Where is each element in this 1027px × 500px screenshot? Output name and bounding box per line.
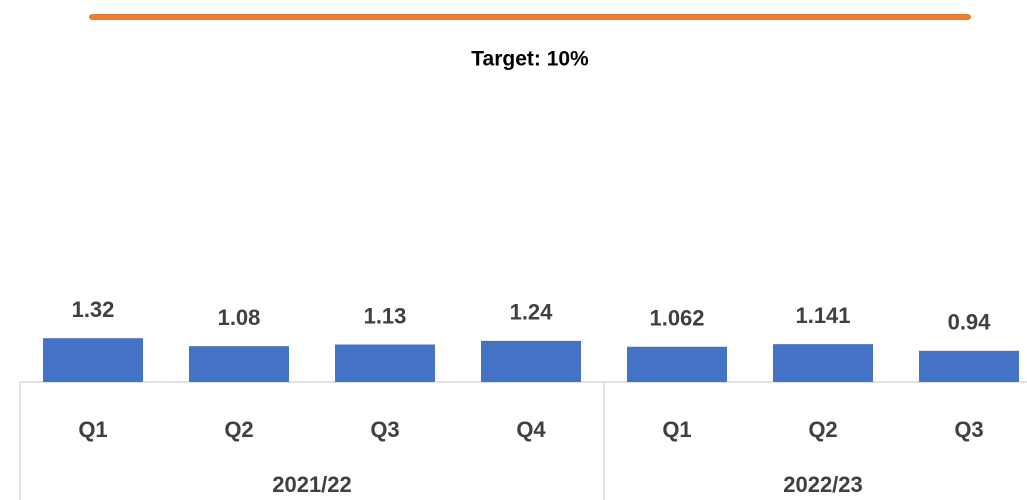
bar [773,344,873,382]
data-label: 1.32 [72,297,115,322]
data-label: 1.08 [218,305,261,330]
x-tick-label: Q2 [224,417,253,442]
data-label: 1.13 [364,303,407,328]
bar [627,346,727,382]
bar [481,340,581,382]
data-label: 1.062 [649,306,704,331]
bar [189,346,289,382]
data-label: 1.24 [510,300,554,325]
group-label: 2021/22 [272,472,352,497]
bar [919,350,1019,382]
target-label: Target: 10% [471,48,589,71]
x-tick-label: Q1 [78,417,107,442]
x-tick-label: Q3 [370,417,399,442]
x-tick-label: Q4 [516,417,546,442]
data-label: 1.141 [795,303,850,328]
group-label: 2022/23 [783,472,863,497]
x-tick-label: Q2 [808,417,837,442]
bar [43,338,143,382]
data-label: 0.94 [948,310,992,335]
x-tick-label: Q1 [662,417,691,442]
bar [335,344,435,382]
x-tick-label: Q3 [954,417,983,442]
